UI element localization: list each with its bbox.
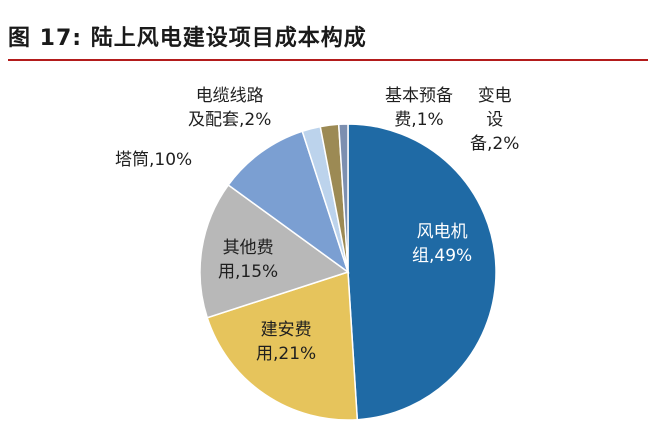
slice-construction [206, 270, 359, 421]
chart-title: 图 17: 陆上风电建设项目成本构成 [8, 26, 367, 51]
label-construction: 建安费 用,21% [256, 320, 317, 364]
slice-wind-turbine [347, 123, 497, 421]
title-underline [8, 59, 648, 61]
label-wind-turbine: 风电机 组,49% [412, 222, 473, 266]
label-reserve-fee: 基本预备 费,1% [385, 86, 453, 130]
label-other-costs: 其他费 用,15% [218, 238, 279, 282]
slice-other-costs [199, 183, 350, 319]
label-tower: 塔筒,10% [115, 150, 193, 170]
slice-tower [227, 130, 350, 274]
label-substation: 变电 设 备,2% [470, 86, 520, 154]
label-cable: 电缆线路 及配套,2% [188, 86, 272, 130]
slice-reserve-fee [337, 123, 349, 273]
